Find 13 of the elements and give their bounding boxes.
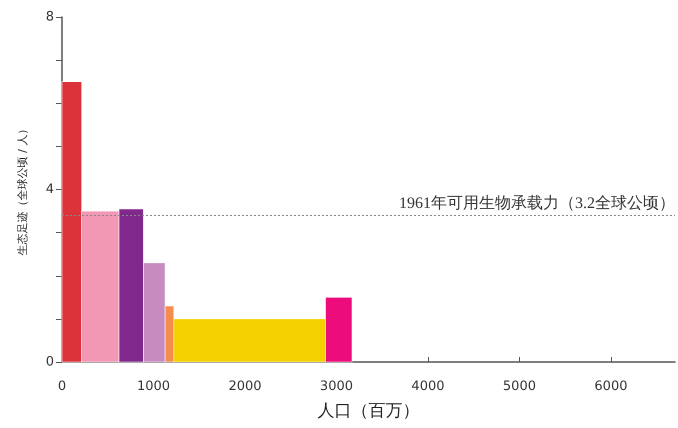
y-tick-label: 8 xyxy=(46,10,54,24)
y-tick-label: 0 xyxy=(46,354,54,370)
x-tick-label: 5000 xyxy=(502,379,536,394)
x-tick-label: 0 xyxy=(58,379,66,394)
x-tick-label: 3000 xyxy=(320,379,354,394)
x-tick-label: 1000 xyxy=(136,379,170,394)
y-tick-label: 4 xyxy=(46,182,54,197)
y-axis-title: 生态足迹（全球公顷 / 人） xyxy=(16,124,29,256)
x-axis-title: 人口（百万） xyxy=(318,401,420,420)
x-tick-label: 6000 xyxy=(594,379,628,394)
ref-line-label: 1961年可用生物承载力（3.2全球公顷） xyxy=(399,194,675,212)
x-tick-label: 2000 xyxy=(228,379,262,394)
x-tick-label: 4000 xyxy=(411,379,445,394)
